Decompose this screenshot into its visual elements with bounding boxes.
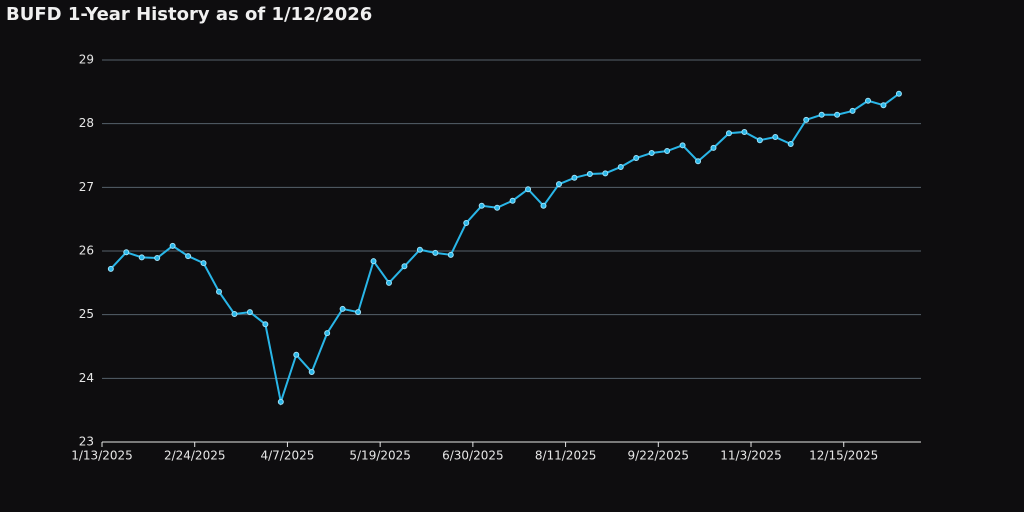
data-point [787,141,794,148]
data-point [525,186,532,193]
data-point [710,144,717,151]
data-point [695,158,702,165]
data-point [633,155,640,162]
data-point [895,90,902,97]
x-tick-label: 4/7/2025 [260,449,314,463]
data-point [540,202,547,209]
data-point [277,398,284,405]
data-point [385,279,392,286]
y-tick-label: 25 [79,307,94,321]
x-tick-label: 6/30/2025 [442,449,504,463]
data-point [339,305,346,312]
data-point [463,219,470,226]
data-point [509,197,516,204]
data-point [262,321,269,328]
y-tick-label: 28 [79,116,94,130]
data-point [571,174,578,181]
data-point [107,265,114,272]
data-point [293,351,300,358]
data-point [154,255,161,262]
y-tick-label: 24 [79,371,94,385]
y-tick-label: 26 [79,244,94,258]
x-tick-label: 11/3/2025 [720,449,782,463]
data-point [308,368,315,375]
data-point [818,111,825,118]
x-tick-label: 5/19/2025 [349,449,411,463]
data-point [725,130,732,137]
data-point [200,260,207,267]
data-point [602,170,609,177]
data-point [185,253,192,260]
y-tick-label: 23 [79,435,94,449]
data-point [478,202,485,209]
data-point [834,111,841,118]
x-tick-label: 2/24/2025 [164,449,226,463]
data-point [648,149,655,156]
data-point [617,163,624,170]
data-point [246,309,253,316]
data-point [772,134,779,141]
data-point [803,116,810,123]
data-point [432,249,439,256]
data-point [216,288,222,295]
data-point [741,128,748,135]
data-point [416,246,423,253]
data-point [355,309,362,316]
x-tick-label: 8/11/2025 [535,449,597,463]
price-line [110,92,900,406]
x-tick-label: 9/22/2025 [628,449,690,463]
data-point [123,249,130,256]
x-tick-label: 1/13/2025 [71,449,133,463]
data-point [401,263,408,270]
data-point [324,330,331,337]
y-tick-label: 29 [79,53,94,67]
y-tick-label: 27 [79,180,94,194]
chart-title: BUFD 1-Year History as of 1/12/2026 [6,4,372,25]
data-point [586,170,593,177]
data-point [880,102,887,109]
data-point [447,251,454,258]
data-point [370,258,377,265]
data-point [756,137,763,144]
data-point [679,142,686,149]
data-point [169,242,176,249]
data-point [849,107,856,114]
data-point [138,254,145,261]
data-point [664,148,671,155]
data-point [231,311,238,318]
data-point [865,97,872,104]
data-point [494,204,501,211]
data-point [555,181,562,188]
x-tick-label: 12/15/2025 [809,449,878,463]
